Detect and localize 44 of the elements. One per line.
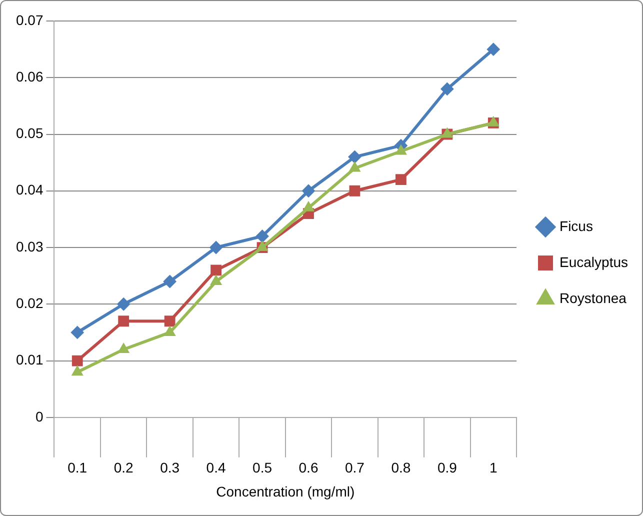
y-tick-label: 0.04 <box>16 182 44 198</box>
point <box>302 184 315 198</box>
point <box>349 185 360 196</box>
y-tick-label: 0.02 <box>16 295 44 311</box>
legend-label: Ficus <box>560 218 593 234</box>
point <box>72 355 83 366</box>
legend-label: Eucalyptus <box>560 254 628 270</box>
y-tick-label: 0 <box>35 408 44 424</box>
x-tick-label: 0.6 <box>298 460 318 476</box>
point <box>72 366 84 376</box>
point <box>118 316 130 327</box>
point <box>486 42 500 56</box>
point <box>348 150 362 164</box>
x-tick-label: 0.7 <box>344 460 365 476</box>
point <box>118 342 130 353</box>
point <box>396 174 406 186</box>
point <box>70 326 84 339</box>
y-tick-label: 0.06 <box>16 68 44 84</box>
point <box>164 326 176 336</box>
y-tick-label: 0.05 <box>16 125 44 142</box>
point <box>210 274 222 285</box>
x-tick-label: 1 <box>490 460 498 476</box>
point <box>256 230 269 243</box>
x-axis-title: Concentration (mg/ml) <box>216 483 355 500</box>
point <box>349 162 360 172</box>
y-tick-label: 0.07 <box>16 12 44 28</box>
point <box>440 82 454 96</box>
legend-label: Roystonea <box>560 290 627 306</box>
x-tick-label: 0.4 <box>206 460 226 476</box>
point <box>302 201 314 212</box>
point <box>210 264 222 276</box>
x-tick-label: 0.3 <box>160 460 180 476</box>
point <box>210 241 223 254</box>
x-tick-label: 0.5 <box>252 460 272 476</box>
x-tick-label: 0.8 <box>391 460 411 476</box>
point <box>117 298 130 311</box>
x-tick-label: 0.2 <box>114 460 134 476</box>
x-tick-label: 0.1 <box>68 460 88 476</box>
point <box>163 274 176 288</box>
point <box>164 316 176 327</box>
x-tick-label: 0.9 <box>437 460 458 476</box>
point <box>395 144 407 155</box>
y-tick-label: 0.01 <box>16 352 44 368</box>
y-tick-label: 0.03 <box>16 238 44 254</box>
